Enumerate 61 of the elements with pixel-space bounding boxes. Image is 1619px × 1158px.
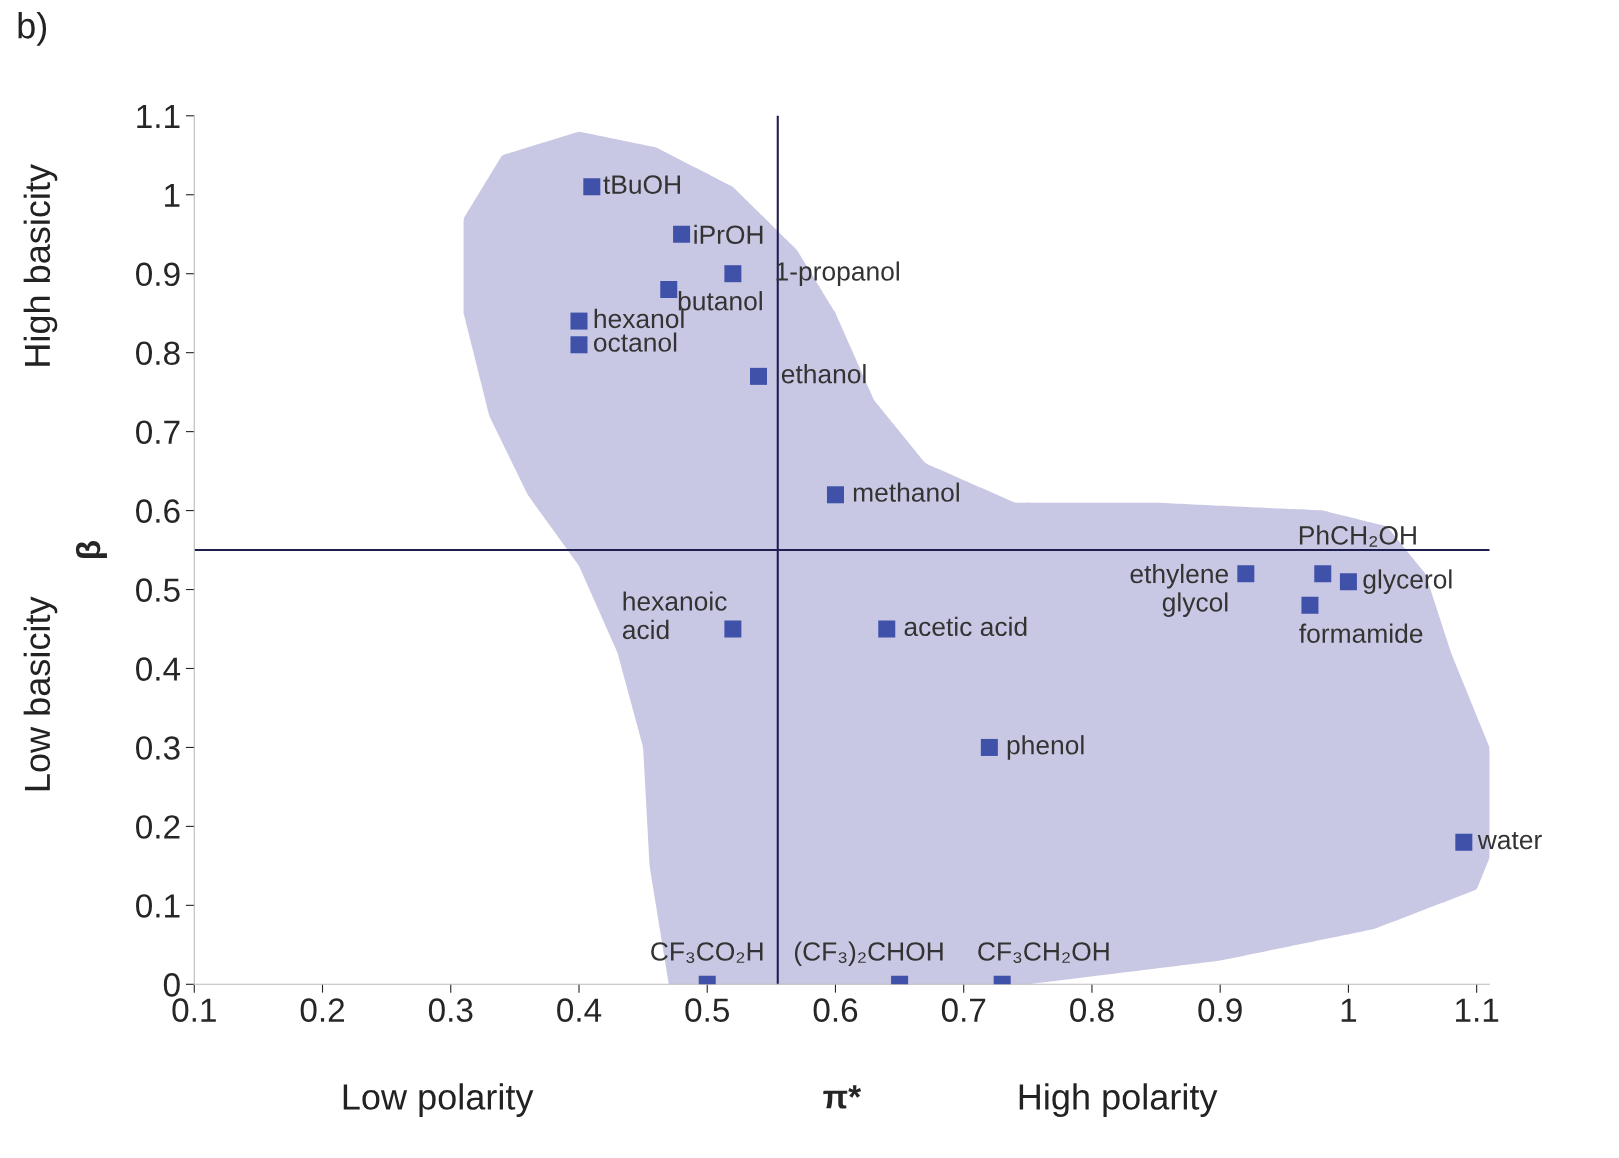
y-tick-label: 0.3 xyxy=(136,736,180,760)
x-tick-label: 0.2 xyxy=(300,998,345,1022)
point xyxy=(1339,573,1357,591)
x-tick-label: 0.8 xyxy=(1070,998,1114,1022)
y-tick-label: 0.1 xyxy=(136,894,180,918)
y-tick-label: 0.2 xyxy=(136,815,180,839)
point xyxy=(750,367,768,385)
text: Low basicity xyxy=(23,596,58,791)
annotation: tBuOH xyxy=(603,175,680,194)
x-axis-title: π* xyxy=(823,1085,862,1109)
x-tick-label: 0.7 xyxy=(941,998,986,1022)
text: High polarity xyxy=(1019,1083,1218,1117)
point xyxy=(1301,596,1319,614)
text: b) xyxy=(18,12,47,46)
annotation: octanol xyxy=(593,332,677,352)
y-tick-label: 1 xyxy=(165,183,180,207)
annotation: PhCH₂OH xyxy=(1299,525,1416,547)
annotation: CF₃CH₂OH xyxy=(978,942,1109,963)
x-tick-label: 0.6 xyxy=(813,998,858,1022)
point xyxy=(980,738,998,756)
annotation: acetic acid xyxy=(904,616,1027,637)
point xyxy=(570,336,588,354)
y-tick-label: 0.7 xyxy=(136,420,180,445)
y-tick-label: 1.1 xyxy=(137,104,180,128)
text: Low polarity xyxy=(343,1083,534,1117)
x-tick-label: 0.3 xyxy=(428,998,473,1022)
point xyxy=(1314,565,1332,583)
point xyxy=(878,620,896,638)
y-axis-title: β xyxy=(75,541,107,558)
x-tick-label: 0.9 xyxy=(1198,998,1242,1022)
y-tick-label: 0.8 xyxy=(136,341,180,366)
annotation: CF₃CO₂H xyxy=(651,942,763,963)
point xyxy=(826,486,844,504)
y-tick-label: 0.5 xyxy=(136,578,180,602)
annotation: iPrOH xyxy=(694,224,763,245)
point xyxy=(724,265,742,283)
x-tick-label: 0.4 xyxy=(557,998,602,1022)
y-tick-label: 0.6 xyxy=(136,499,180,523)
annotation: methanol xyxy=(853,482,959,502)
point xyxy=(673,225,691,243)
annotation: ethylene glycol xyxy=(1130,563,1228,617)
text: High basicity xyxy=(23,164,58,366)
annotation: phenol xyxy=(1007,735,1084,760)
annotation: water xyxy=(1477,831,1542,850)
point xyxy=(1237,565,1255,583)
annotation: ethanol xyxy=(781,364,866,384)
x-tick-label: 1.1 xyxy=(1456,998,1499,1022)
annotation: glycerol xyxy=(1363,569,1452,594)
x-tick-label: 1 xyxy=(1341,998,1357,1022)
point xyxy=(660,280,678,299)
annotation: formamide xyxy=(1299,623,1423,643)
point xyxy=(724,620,742,638)
point xyxy=(570,312,588,330)
y-tick-label: 0.4 xyxy=(136,657,181,681)
annotation: hexanoic acid xyxy=(622,591,727,640)
point xyxy=(583,178,601,196)
annotation: (CF₃)₂CHOH xyxy=(794,941,943,967)
y-tick-label: 0 xyxy=(163,973,180,997)
point xyxy=(1455,833,1473,851)
x-tick-label: 0.5 xyxy=(685,998,729,1022)
y-tick-label: 0.9 xyxy=(136,262,180,287)
